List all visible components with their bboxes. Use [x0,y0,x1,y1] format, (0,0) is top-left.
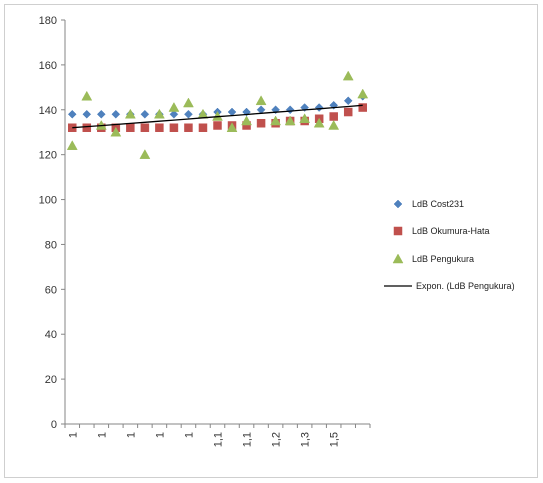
y-tick-label: 80 [45,239,57,251]
data-point [82,109,92,119]
data-point [110,126,122,137]
data-point [328,119,340,130]
data-point [299,113,311,124]
series-markers [66,70,369,159]
trendline-path [72,104,363,129]
data-point [168,102,180,112]
legend-marker-square [393,226,403,236]
chart-frame [4,4,538,478]
y-tick-label: 180 [39,15,57,27]
y-tick-label: 160 [39,60,57,72]
y-tick-label: 60 [45,284,57,296]
series-ldb-pengukura [66,70,369,159]
legend: LdB Cost231 LdB Okumura-Hata LdB Pengukura… [384,199,515,291]
data-point [111,109,121,119]
x-tick-label: 1 [154,432,166,438]
data-point [124,108,136,119]
data-point [140,109,150,119]
data-point [343,107,353,117]
trendline [72,104,363,129]
x-tick-label: 1,1 [213,432,225,447]
data-point [96,109,106,119]
x-tick-label: 1,3 [300,432,312,447]
data-point [66,140,78,150]
x-tick-label: 1 [125,432,137,438]
legend-label: LdB Okumura-Hata [412,226,490,236]
y-tick-label: 140 [39,105,57,117]
data-point [358,103,367,112]
y-tick-label: 40 [45,329,57,341]
y-tick-label: 120 [39,150,57,162]
legend-marker-diamond [393,199,403,209]
x-tick-label: 1,5 [329,432,341,447]
y-tick-label: 0 [51,419,57,431]
legend-label: LdB Cost231 [412,199,464,209]
x-axis: 1 1 1 1 1 1,1 1,1 1,2 1,3 1,5 [64,423,371,447]
data-point [67,109,77,119]
legend-entry: LdB Cost231 [393,199,464,209]
data-point [139,149,151,159]
data-point [126,123,135,132]
x-tick-label: 1 [183,432,195,438]
legend-entry: LdB Pengukura [392,253,474,264]
x-tick-label: 1 [67,432,79,438]
data-point [198,123,208,132]
data-point [153,108,165,119]
data-point [226,122,238,132]
legend-entry: LdB Okumura-Hata [393,226,490,236]
data-point [213,121,222,130]
data-point [270,115,282,126]
y-tick-label: 20 [45,374,57,386]
data-point [284,115,296,126]
legend-entry: Expon. (LdB Pengukura) [384,281,515,291]
data-point [169,123,179,132]
data-point [169,109,179,119]
data-point [82,123,92,132]
data-point [342,70,354,81]
data-point [343,96,353,106]
x-tick-label: 1,2 [271,432,283,447]
legend-marker-triangle [392,253,404,264]
data-point [357,88,369,99]
data-point [140,123,150,132]
x-tick-label: 1,1 [242,432,254,447]
y-axis: 0 20 40 60 80 100 120 140 160 180 [39,15,66,431]
y-tick-label: 100 [39,195,57,207]
data-point [184,109,193,119]
x-tick-label: 1 [96,432,108,438]
data-point [155,123,164,132]
legend-label: Expon. (LdB Pengukura) [416,281,515,291]
data-point [241,115,252,126]
data-point [255,95,267,106]
data-point [183,97,194,108]
data-point [329,112,338,121]
legend-label: LdB Pengukura [412,254,474,264]
data-point [81,90,93,101]
data-point [313,117,325,128]
data-point [285,105,295,115]
data-point [314,103,324,112]
data-point [184,123,193,132]
data-point [256,118,266,128]
